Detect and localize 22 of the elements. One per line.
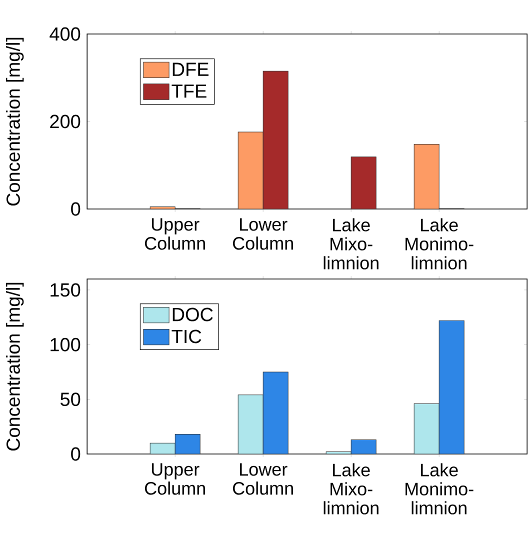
y-tick-label: 0: [71, 447, 80, 461]
x-tick-label: Upper Column: [144, 218, 205, 250]
legend-label: TIC: [172, 330, 202, 344]
y-tick-label: 50: [60, 392, 80, 406]
bar: [350, 156, 376, 209]
y-tick-label: 100: [50, 338, 80, 352]
x-tick-label: Lake Monimo-limnion: [406, 218, 474, 270]
x-tick-label: Lake Mixo-limnion: [324, 463, 378, 514]
y-axis-title: Concentration [mg/l]: [6, 282, 24, 451]
y-axis-title: Concentration [mg/l]: [6, 38, 24, 206]
y-tick-label: 400: [50, 27, 80, 41]
y-tick-label: 150: [50, 283, 80, 297]
x-tick-label: Lake Monimo-limnion: [406, 463, 474, 514]
legend-label: DFE: [172, 62, 208, 76]
y-tick-label: 0: [71, 202, 80, 216]
x-tick-label: Lower Column: [232, 218, 293, 250]
legend-label: DOC: [172, 308, 213, 322]
legend-label: TFE: [172, 84, 206, 98]
x-tick-label: Lake Mixo-limnion: [324, 218, 378, 270]
x-tick-label: Lower Column: [232, 463, 293, 495]
y-tick-label: 200: [50, 114, 80, 128]
x-tick-label: Upper Column: [144, 463, 205, 495]
